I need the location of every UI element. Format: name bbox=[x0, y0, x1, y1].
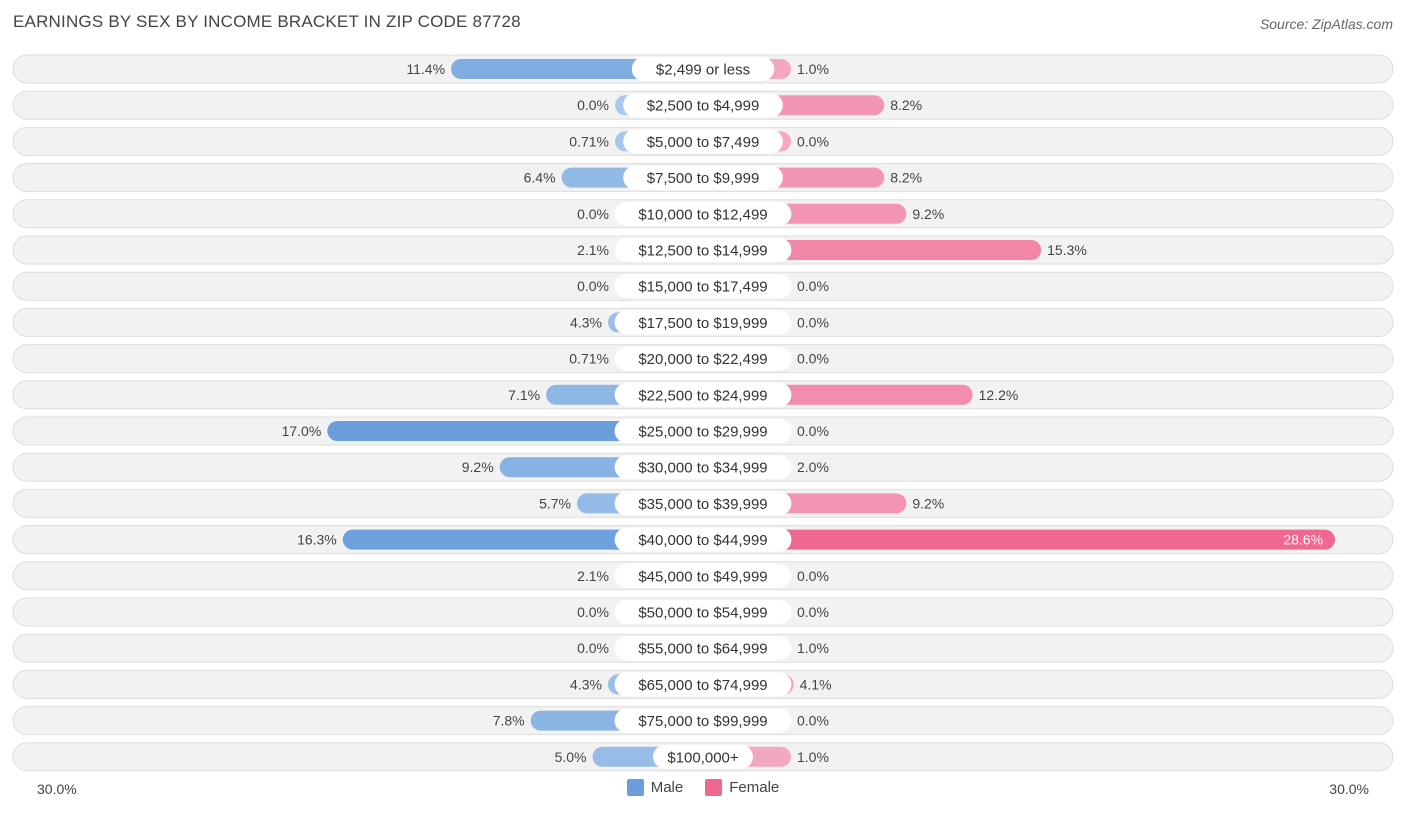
category-label-bg bbox=[614, 636, 792, 661]
category-label-bg bbox=[614, 672, 792, 697]
female-value-label: 0.0% bbox=[797, 568, 829, 584]
category-label: $30,000 to $34,999 bbox=[638, 460, 767, 477]
female-value-label: 28.6% bbox=[1283, 532, 1323, 548]
male-value-label: 0.0% bbox=[577, 206, 609, 222]
female-value-label: 0.0% bbox=[797, 351, 829, 367]
source-label: Source: ZipAtlas.com bbox=[1259, 16, 1393, 32]
female-value-label: 1.0% bbox=[797, 749, 829, 765]
category-label: $10,000 to $12,499 bbox=[638, 206, 767, 223]
category-label-bg bbox=[614, 346, 792, 371]
category-label-bg bbox=[623, 165, 783, 190]
female-value-label: 15.3% bbox=[1047, 242, 1087, 258]
male-value-label: 0.71% bbox=[569, 133, 609, 149]
category-label: $5,000 to $7,499 bbox=[647, 134, 760, 151]
female-bar bbox=[703, 529, 1336, 550]
female-value-label: 9.2% bbox=[912, 495, 944, 511]
category-label: $25,000 to $29,999 bbox=[638, 424, 767, 441]
category-label-bg bbox=[614, 310, 792, 335]
category-label: $100,000+ bbox=[667, 749, 739, 766]
male-value-label: 4.3% bbox=[570, 314, 602, 330]
category-label-bg bbox=[631, 57, 775, 81]
female-value-label: 8.2% bbox=[890, 170, 922, 186]
category-label: $65,000 to $74,999 bbox=[638, 677, 767, 694]
female-value-label: 0.0% bbox=[797, 133, 829, 149]
male-value-label: 16.3% bbox=[297, 532, 337, 548]
category-label: $45,000 to $49,999 bbox=[638, 568, 767, 585]
female-value-label: 1.0% bbox=[797, 61, 829, 77]
female-value-label: 4.1% bbox=[800, 676, 832, 692]
category-label-bg bbox=[623, 93, 783, 118]
category-label-bg bbox=[623, 129, 783, 154]
female-value-label: 12.2% bbox=[979, 387, 1019, 403]
female-value-label: 9.2% bbox=[912, 206, 944, 222]
category-label: $55,000 to $64,999 bbox=[638, 641, 767, 658]
male-value-label: 0.0% bbox=[577, 640, 609, 656]
male-value-label: 0.0% bbox=[577, 604, 609, 620]
male-value-label: 2.1% bbox=[577, 568, 609, 584]
male-bar bbox=[342, 529, 703, 550]
female-value-label: 1.0% bbox=[797, 640, 829, 656]
category-label-bg bbox=[614, 708, 792, 733]
category-label-bg bbox=[614, 201, 792, 226]
axis-right-label: 30.0% bbox=[1329, 781, 1369, 797]
legend-label-male: Male bbox=[650, 779, 684, 796]
male-value-label: 17.0% bbox=[282, 423, 322, 439]
male-value-label: 0.0% bbox=[577, 278, 609, 294]
category-label-bg bbox=[614, 600, 792, 624]
male-value-label: 5.0% bbox=[555, 749, 587, 765]
category-label-bg bbox=[614, 382, 792, 407]
chart-title: EARNINGS BY SEX BY INCOME BRACKET IN ZIP… bbox=[13, 12, 521, 31]
category-label-bg bbox=[614, 455, 792, 480]
female-value-label: 0.0% bbox=[797, 278, 829, 294]
male-value-label: 0.0% bbox=[577, 97, 609, 113]
female-value-label: 0.0% bbox=[797, 423, 829, 439]
category-label-bg bbox=[614, 527, 792, 552]
category-label-bg bbox=[614, 238, 792, 262]
category-label: $15,000 to $17,499 bbox=[638, 279, 767, 296]
male-value-label: 2.1% bbox=[577, 242, 609, 258]
legend-item-female: Female bbox=[705, 779, 779, 796]
category-label-bg bbox=[614, 491, 792, 516]
male-value-label: 4.3% bbox=[570, 676, 602, 692]
female-value-label: 2.0% bbox=[797, 459, 829, 475]
category-label-bg bbox=[614, 274, 792, 299]
female-value-label: 0.0% bbox=[797, 604, 829, 620]
category-label: $35,000 to $39,999 bbox=[638, 496, 767, 513]
female-value-label: 8.2% bbox=[890, 97, 922, 113]
category-label: $75,000 to $99,999 bbox=[638, 713, 767, 730]
legend-label-female: Female bbox=[729, 779, 780, 796]
category-label: $40,000 to $44,999 bbox=[638, 532, 767, 549]
male-value-label: 7.1% bbox=[508, 387, 540, 403]
category-label: $17,500 to $19,999 bbox=[638, 315, 767, 332]
legend-swatch-male bbox=[626, 779, 644, 796]
category-label: $2,500 to $4,999 bbox=[647, 98, 760, 115]
category-label-bg bbox=[614, 419, 792, 443]
category-label: $2,499 or less bbox=[656, 62, 750, 79]
male-value-label: 6.4% bbox=[524, 170, 556, 186]
legend: Male Female bbox=[0, 779, 1406, 796]
female-value-label: 0.0% bbox=[797, 713, 829, 729]
category-label: $50,000 to $54,999 bbox=[638, 605, 767, 622]
male-value-label: 9.2% bbox=[462, 459, 494, 475]
male-bar bbox=[327, 421, 703, 441]
male-value-label: 7.8% bbox=[493, 713, 525, 729]
category-label-bg bbox=[614, 563, 792, 588]
male-value-label: 5.7% bbox=[539, 495, 571, 511]
category-label-bg bbox=[653, 744, 753, 769]
female-value-label: 0.0% bbox=[797, 314, 829, 330]
male-value-label: 0.71% bbox=[569, 351, 609, 367]
category-label: $22,500 to $24,999 bbox=[638, 387, 767, 404]
category-label: $7,500 to $9,999 bbox=[647, 170, 760, 187]
male-value-label: 11.4% bbox=[406, 61, 445, 77]
legend-item-male: Male bbox=[626, 779, 684, 796]
category-label: $12,500 to $14,999 bbox=[638, 243, 767, 260]
legend-swatch-female bbox=[705, 779, 723, 796]
axis-left-label: 30.0% bbox=[37, 781, 77, 797]
category-label: $20,000 to $22,499 bbox=[638, 351, 767, 368]
